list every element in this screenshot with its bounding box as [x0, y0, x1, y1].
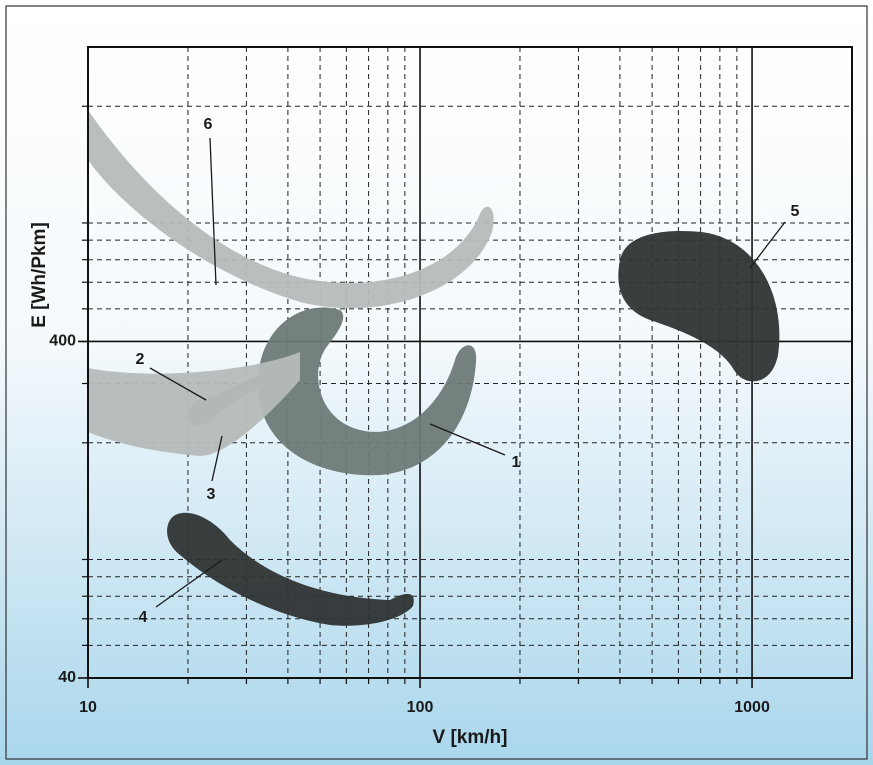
plot-frame	[87, 46, 853, 679]
leader-line	[749, 221, 786, 269]
region-label: 4	[139, 609, 148, 626]
leader-line	[429, 423, 506, 456]
regions	[88, 110, 780, 626]
leader-line	[155, 559, 223, 608]
region-label: 3	[207, 486, 216, 503]
leader-line	[209, 137, 217, 286]
x-tick-label: 100	[407, 699, 434, 716]
y-tick-label: 40	[58, 669, 76, 686]
region	[257, 307, 477, 476]
region-label: 5	[791, 203, 800, 220]
region	[88, 352, 300, 456]
y-tick-label: 400	[49, 333, 76, 350]
region-label: 6	[204, 116, 213, 133]
region-label: 1	[512, 454, 521, 471]
region-label: 2	[136, 351, 145, 368]
x-tick-label: 1000	[734, 699, 770, 716]
x-tick-label: 10	[79, 699, 97, 716]
frame	[5, 5, 868, 760]
region	[618, 230, 780, 382]
y-axis-label: E [Wh/Pkm]	[29, 222, 50, 328]
x-axis-label: V [km/h]	[433, 727, 508, 748]
region	[167, 512, 414, 626]
region	[88, 110, 494, 309]
leader-line	[149, 367, 207, 401]
leader-line	[211, 435, 223, 482]
